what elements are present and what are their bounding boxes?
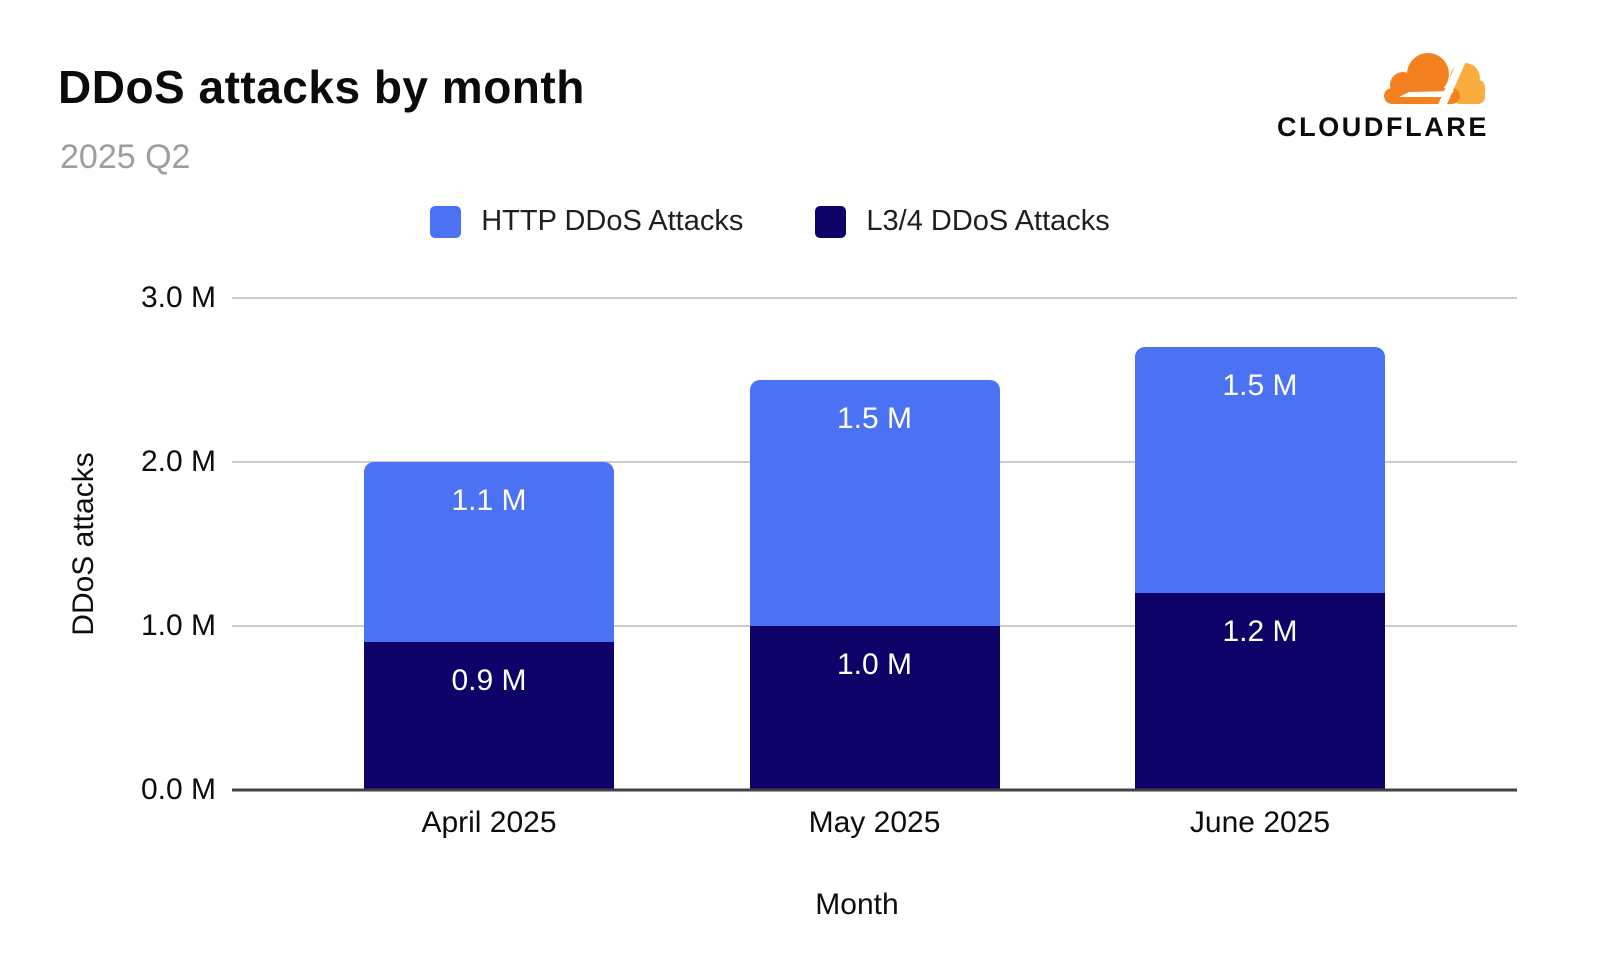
bar-value-label: 1.5 M	[1222, 369, 1298, 403]
bar-segment-http-ddos-attacks: 1.1 M	[364, 462, 614, 643]
bar-value-label: 1.1 M	[451, 484, 527, 518]
bar-value-label: 1.0 M	[836, 648, 913, 681]
y-tick-label: 1.0 M	[140, 609, 216, 642]
bar-value-label: 1.5 M	[836, 402, 913, 435]
bar-segment-l3-4-ddos-attacks: 1.2 M	[1135, 593, 1385, 790]
legend-item-l3-4-ddos-attacks: L3/4 DDoS Attacks	[815, 205, 1110, 238]
cloudflare-logo: CLOUDFLARE	[1257, 46, 1489, 143]
cloudflare-wordmark: CLOUDFLARE	[1277, 112, 1489, 142]
bar-value-label: 1.2 M	[1222, 615, 1298, 649]
bar-segment-l3-4-ddos-attacks: 1.0 M	[749, 626, 1000, 790]
bar-segment-http-ddos-attacks: 1.5 M	[749, 380, 1000, 626]
x-axis-title: Month	[815, 888, 899, 921]
chart-subtitle: 2025 Q2	[60, 138, 191, 176]
x-tick-label: June 2025	[1189, 806, 1331, 839]
bar-segment-l3-4-ddos-attacks: 0.9 M	[364, 642, 614, 790]
legend: HTTP DDoS Attacks L3/4 DDoS Attacks	[0, 205, 1540, 238]
x-tick-label: May 2025	[808, 806, 941, 839]
legend-label: HTTP DDoS Attacks	[481, 205, 744, 237]
legend-swatch-l3-4-ddos-attacks	[815, 205, 847, 238]
cloudflare-cloud-icon	[1369, 53, 1489, 110]
legend-swatch-http-ddos-attacks	[430, 205, 462, 238]
legend-label: L3/4 DDoS Attacks	[866, 205, 1110, 237]
plot-area: 0.0 M 1.0 M 2.0 M 3.0 M 0.9 M 1.1 M April 2025…	[141, 281, 1517, 839]
y-tick-label: 0.0 M	[140, 773, 216, 806]
chart-title: DDoS attacks by month	[58, 61, 585, 113]
x-tick-label: April 2025	[421, 806, 557, 839]
legend-item-http-ddos-attacks: HTTP DDoS Attacks	[430, 205, 743, 238]
x-axis-line	[232, 788, 1517, 792]
y-tick-label: 3.0 M	[140, 281, 216, 314]
gridline	[232, 297, 1517, 299]
bar-segment-http-ddos-attacks: 1.5 M	[1135, 347, 1385, 594]
y-tick-label: 2.0 M	[140, 445, 216, 478]
y-axis-title: DDoS attacks	[67, 452, 100, 636]
bar-value-label: 0.9 M	[451, 664, 527, 698]
